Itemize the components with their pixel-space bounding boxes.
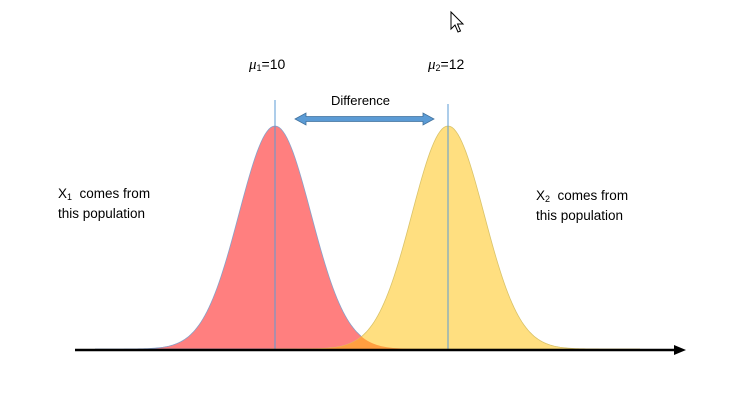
mouse-pointer-icon (450, 10, 465, 33)
mean-2-label: μ2=12 (428, 56, 465, 73)
difference-arrow (294, 112, 435, 126)
mean-1-label: μ1=10 (249, 56, 286, 73)
population-2-label: X2 comes from this population (536, 188, 629, 223)
x-axis-arrowhead (674, 345, 686, 355)
difference-label: Difference (331, 93, 391, 108)
population-1-label: X1 comes from this population (58, 186, 151, 221)
